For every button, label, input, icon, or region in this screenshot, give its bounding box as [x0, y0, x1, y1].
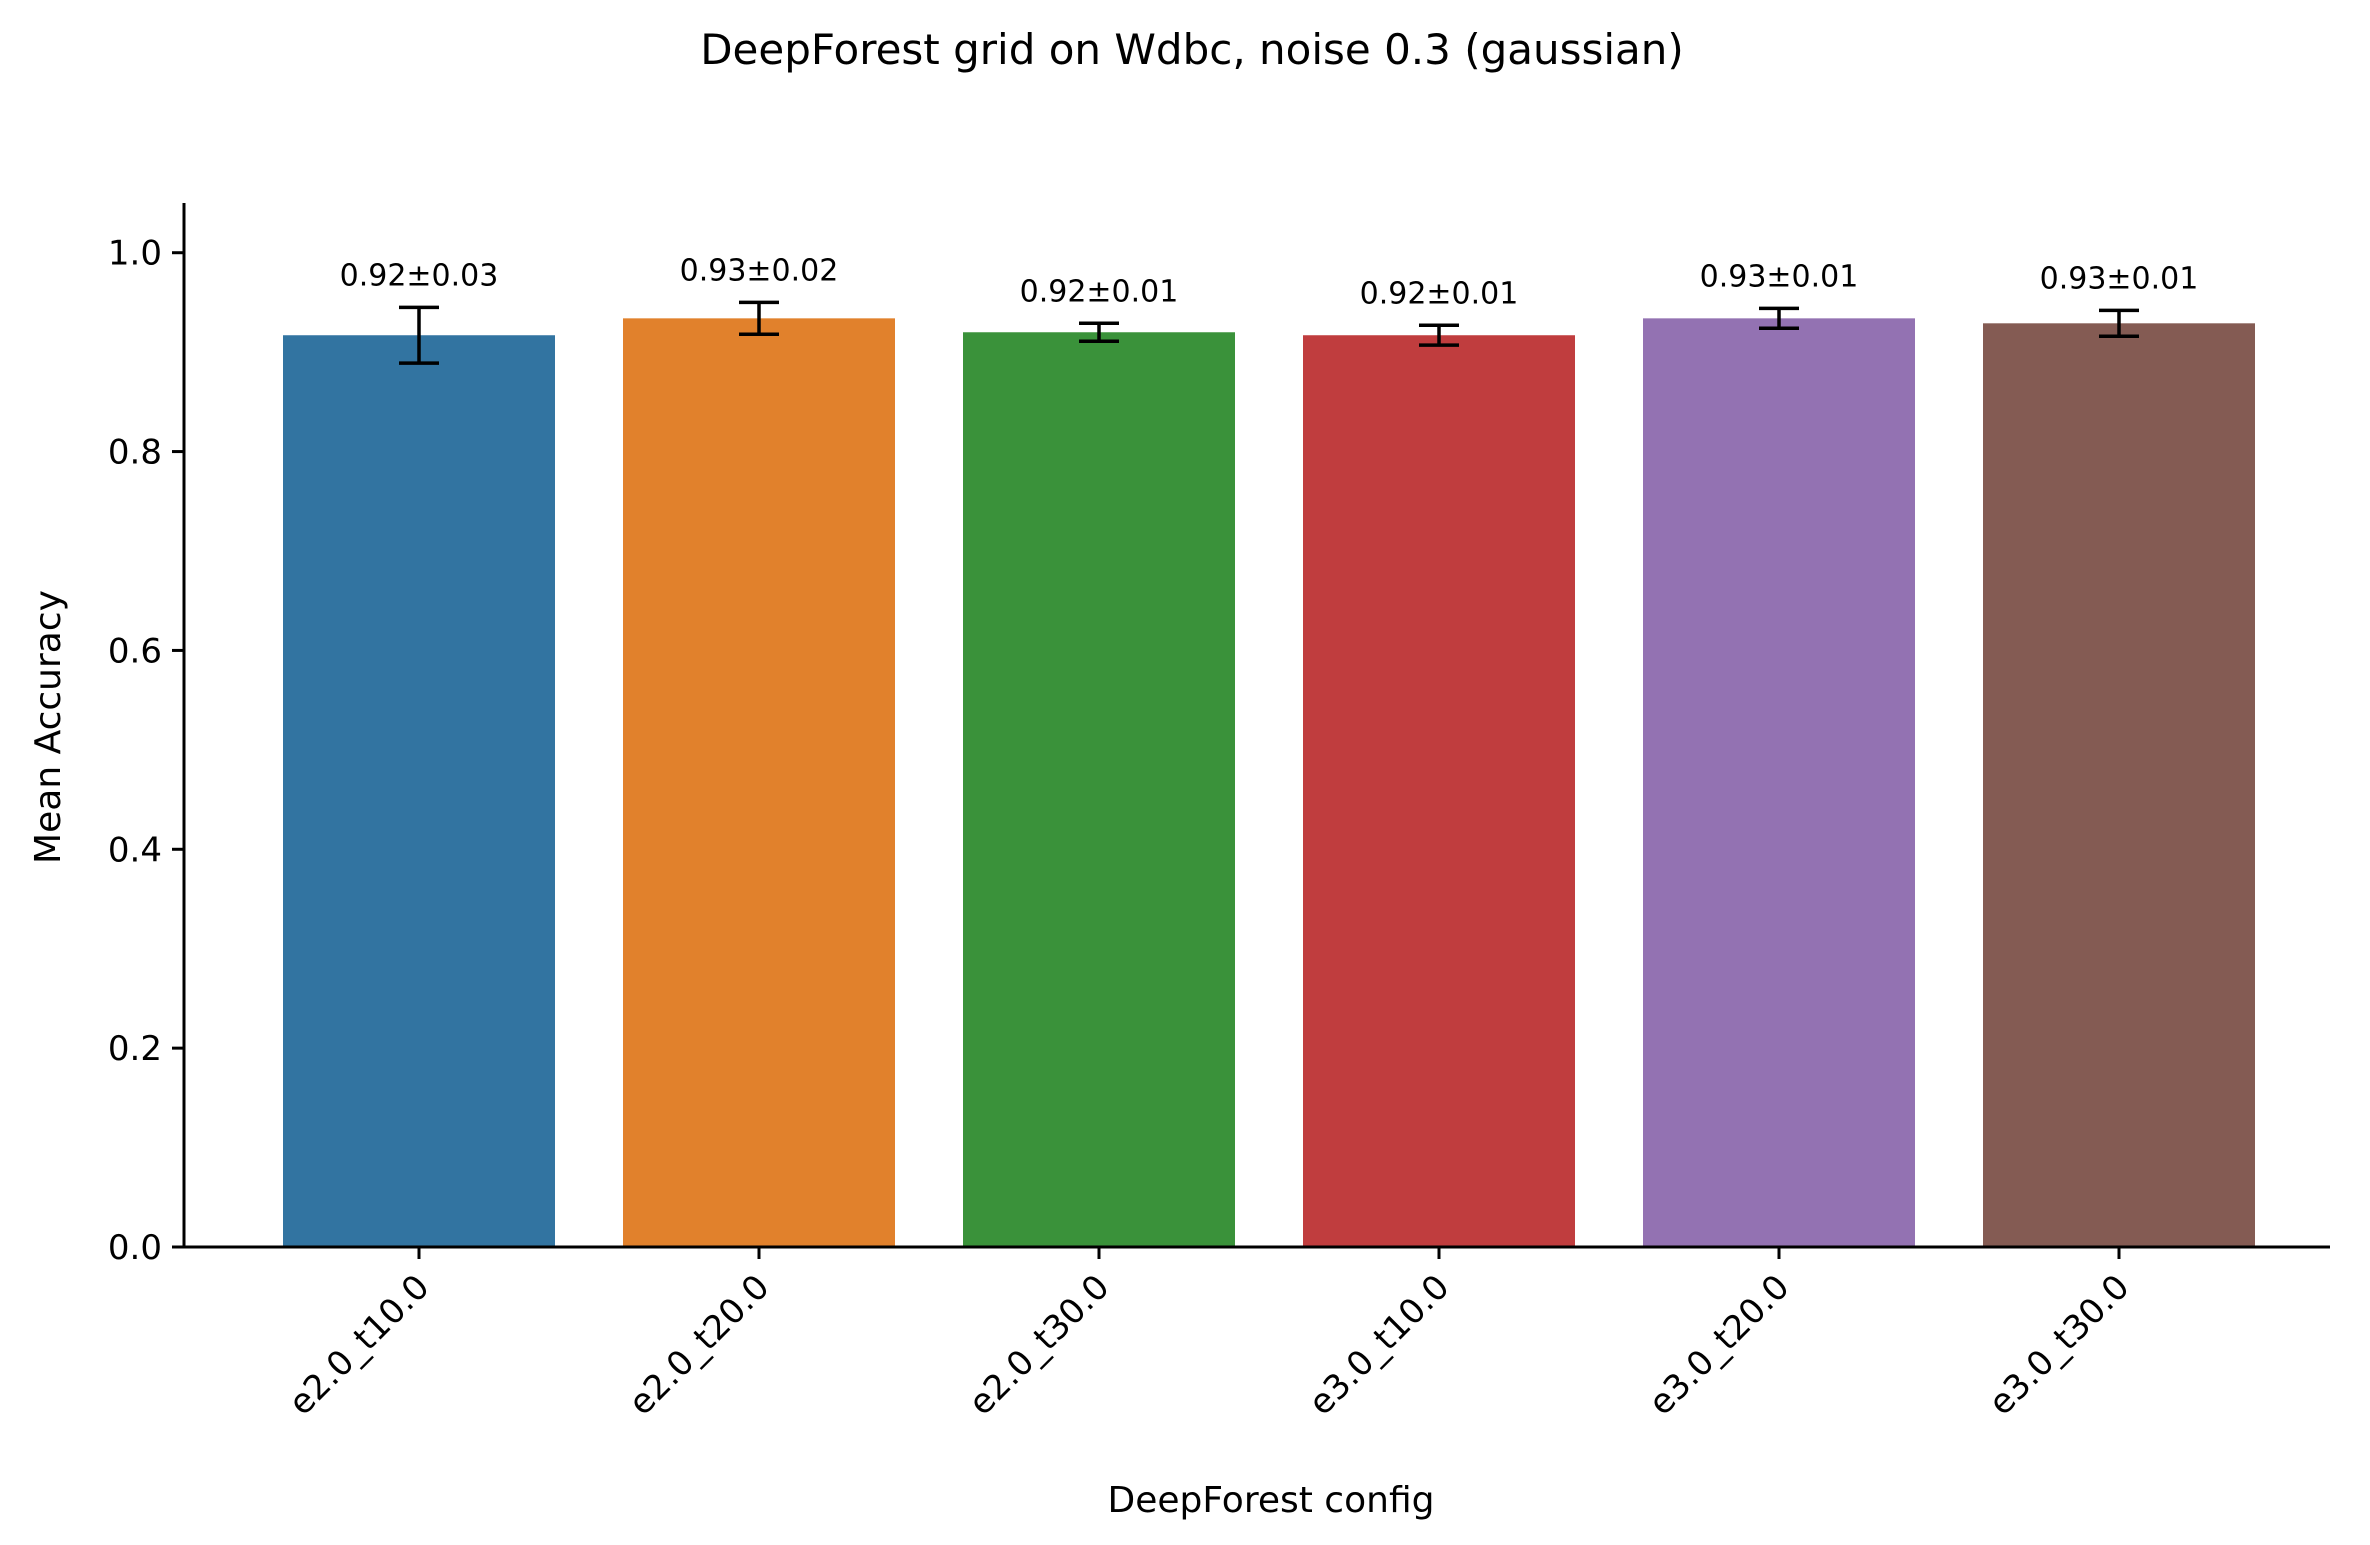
y-tick-label: 1.0 [108, 234, 162, 274]
error-bar-e3.0_t10.0 [1419, 323, 1459, 347]
error-bar-e2.0_t10.0 [399, 305, 439, 365]
x-tick-label: e2.0_t30.0 [961, 1267, 1117, 1423]
data-label-e2.0_t30.0: 0.92±0.01 [1020, 274, 1179, 309]
y-axis-label: Mean Accuracy [28, 590, 69, 864]
bar-e3.0_t20.0 [1643, 318, 1915, 1247]
x-tick-label: e2.0_t20.0 [621, 1267, 777, 1423]
error-bar-e3.0_t20.0 [1759, 306, 1799, 331]
x-tick-label: e3.0_t20.0 [1641, 1267, 1797, 1423]
data-labels-layer: 0.92±0.03 0.93±0.02 0.92±0.01 0.92±0.01 0.93… [340, 253, 2199, 311]
error-bar-e3.0_t30.0 [2099, 308, 2139, 338]
error-bar-e2.0_t20.0 [739, 300, 779, 336]
error-bar-e2.0_t30.0 [1079, 321, 1119, 343]
y-tick-label: 0.6 [108, 631, 162, 671]
bar-e2.0_t20.0 [623, 318, 895, 1247]
y-tick-label: 0.2 [108, 1029, 162, 1069]
bar-e2.0_t30.0 [963, 332, 1235, 1247]
y-tick-label: 0.8 [108, 433, 162, 473]
error-bars-layer [399, 300, 2139, 365]
data-label-e3.0_t30.0: 0.93±0.01 [2040, 261, 2199, 296]
x-tick-label: e3.0_t30.0 [1981, 1267, 2137, 1423]
data-label-e3.0_t10.0: 0.92±0.01 [1360, 276, 1519, 311]
data-label-e2.0_t20.0: 0.93±0.02 [680, 253, 839, 288]
bar-e3.0_t10.0 [1303, 335, 1575, 1247]
x-axis-label: DeepForest config [1108, 1480, 1435, 1521]
bar-e3.0_t30.0 [1983, 323, 2255, 1247]
data-label-e3.0_t20.0: 0.93±0.01 [1700, 259, 1859, 294]
data-label-e2.0_t10.0: 0.92±0.03 [340, 258, 499, 293]
bars-layer [283, 318, 2255, 1247]
x-tick-label: e2.0_t10.0 [281, 1267, 437, 1423]
x-tick-label: e3.0_t10.0 [1301, 1267, 1457, 1423]
bar-e2.0_t10.0 [283, 335, 555, 1247]
y-tick-label: 0.0 [108, 1228, 162, 1268]
chart-title: DeepForest grid on Wdbc, noise 0.3 (gaus… [700, 25, 1684, 74]
y-tick-label: 0.4 [108, 830, 162, 870]
